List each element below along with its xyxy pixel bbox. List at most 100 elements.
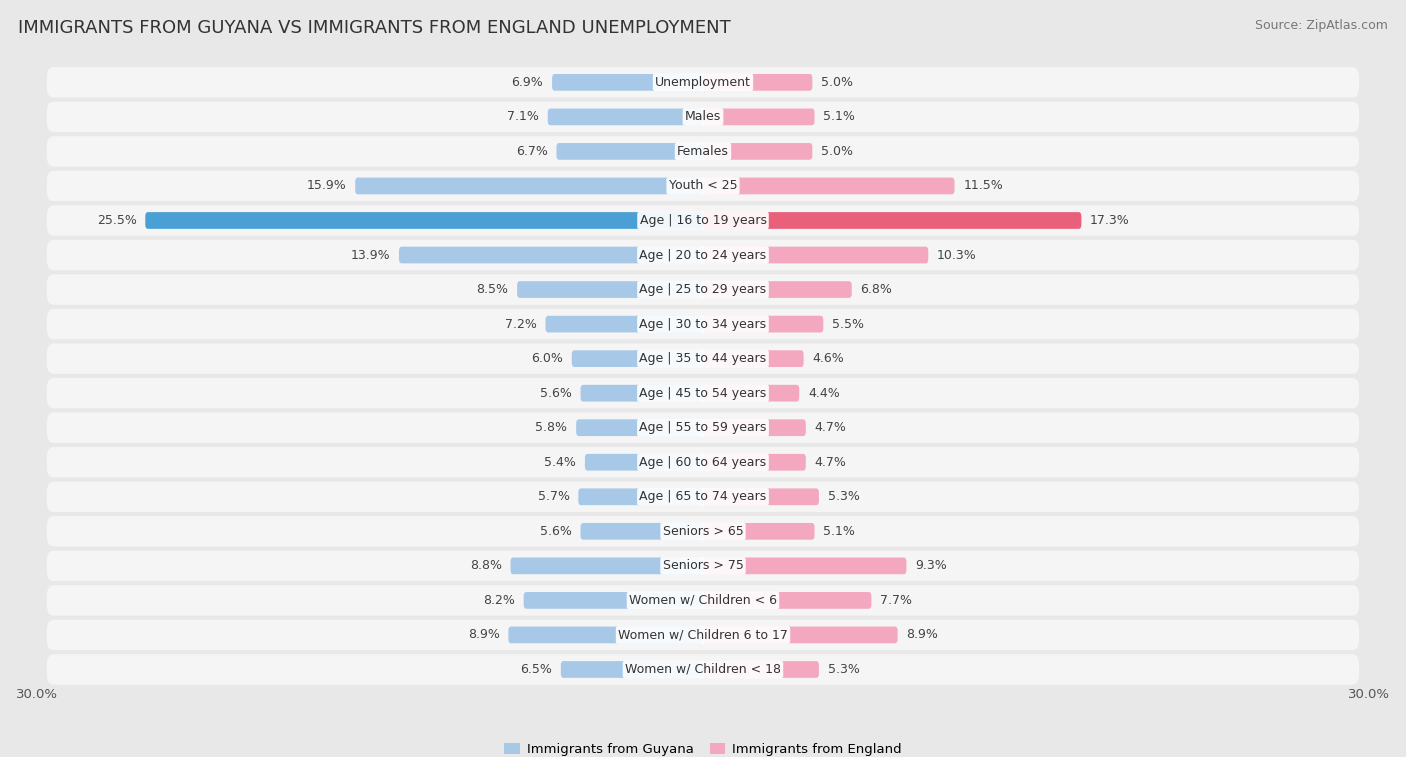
Text: Women w/ Children 6 to 17: Women w/ Children 6 to 17 <box>619 628 787 641</box>
FancyBboxPatch shape <box>703 74 813 91</box>
FancyBboxPatch shape <box>703 178 955 195</box>
FancyBboxPatch shape <box>46 205 1360 235</box>
Text: 5.7%: 5.7% <box>537 491 569 503</box>
Text: 5.8%: 5.8% <box>536 421 568 435</box>
Text: Women w/ Children < 6: Women w/ Children < 6 <box>628 594 778 607</box>
FancyBboxPatch shape <box>46 67 1360 98</box>
FancyBboxPatch shape <box>703 385 799 401</box>
FancyBboxPatch shape <box>561 661 703 678</box>
FancyBboxPatch shape <box>703 488 818 505</box>
FancyBboxPatch shape <box>703 247 928 263</box>
Text: Age | 16 to 19 years: Age | 16 to 19 years <box>640 214 766 227</box>
Text: 6.8%: 6.8% <box>860 283 893 296</box>
FancyBboxPatch shape <box>145 212 703 229</box>
Text: Males: Males <box>685 111 721 123</box>
Legend: Immigrants from Guyana, Immigrants from England: Immigrants from Guyana, Immigrants from … <box>499 737 907 757</box>
Text: 4.4%: 4.4% <box>808 387 839 400</box>
Text: 5.4%: 5.4% <box>544 456 576 469</box>
FancyBboxPatch shape <box>46 309 1360 339</box>
FancyBboxPatch shape <box>356 178 703 195</box>
Text: IMMIGRANTS FROM GUYANA VS IMMIGRANTS FROM ENGLAND UNEMPLOYMENT: IMMIGRANTS FROM GUYANA VS IMMIGRANTS FRO… <box>18 19 731 37</box>
Text: Seniors > 75: Seniors > 75 <box>662 559 744 572</box>
FancyBboxPatch shape <box>46 585 1360 615</box>
FancyBboxPatch shape <box>46 101 1360 132</box>
Text: 4.6%: 4.6% <box>813 352 844 365</box>
Text: 13.9%: 13.9% <box>350 248 391 261</box>
Text: 17.3%: 17.3% <box>1090 214 1130 227</box>
FancyBboxPatch shape <box>703 454 806 471</box>
Text: 8.5%: 8.5% <box>477 283 509 296</box>
Text: Women w/ Children < 18: Women w/ Children < 18 <box>626 663 780 676</box>
Text: 5.0%: 5.0% <box>821 76 853 89</box>
FancyBboxPatch shape <box>546 316 703 332</box>
FancyBboxPatch shape <box>703 281 852 298</box>
Text: Age | 65 to 74 years: Age | 65 to 74 years <box>640 491 766 503</box>
Text: 5.3%: 5.3% <box>828 491 859 503</box>
Text: 4.7%: 4.7% <box>814 421 846 435</box>
Text: 8.8%: 8.8% <box>470 559 502 572</box>
Text: Seniors > 65: Seniors > 65 <box>662 525 744 537</box>
Text: Females: Females <box>678 145 728 158</box>
Text: 5.1%: 5.1% <box>824 525 855 537</box>
Text: 5.0%: 5.0% <box>821 145 853 158</box>
FancyBboxPatch shape <box>557 143 703 160</box>
FancyBboxPatch shape <box>703 350 804 367</box>
FancyBboxPatch shape <box>46 171 1360 201</box>
FancyBboxPatch shape <box>46 516 1360 547</box>
Text: 5.5%: 5.5% <box>832 318 865 331</box>
Text: 6.5%: 6.5% <box>520 663 553 676</box>
FancyBboxPatch shape <box>46 136 1360 167</box>
FancyBboxPatch shape <box>548 108 703 125</box>
FancyBboxPatch shape <box>578 488 703 505</box>
Text: 6.0%: 6.0% <box>531 352 562 365</box>
Text: 6.7%: 6.7% <box>516 145 548 158</box>
Text: Youth < 25: Youth < 25 <box>669 179 737 192</box>
FancyBboxPatch shape <box>703 316 824 332</box>
Text: 6.9%: 6.9% <box>512 76 543 89</box>
Text: 11.5%: 11.5% <box>963 179 1002 192</box>
Text: 9.3%: 9.3% <box>915 559 946 572</box>
Text: Age | 45 to 54 years: Age | 45 to 54 years <box>640 387 766 400</box>
FancyBboxPatch shape <box>553 74 703 91</box>
Text: 8.2%: 8.2% <box>484 594 515 607</box>
FancyBboxPatch shape <box>46 240 1360 270</box>
FancyBboxPatch shape <box>572 350 703 367</box>
FancyBboxPatch shape <box>510 557 703 575</box>
Text: 8.9%: 8.9% <box>468 628 499 641</box>
FancyBboxPatch shape <box>523 592 703 609</box>
FancyBboxPatch shape <box>46 447 1360 478</box>
FancyBboxPatch shape <box>581 385 703 401</box>
Text: Age | 30 to 34 years: Age | 30 to 34 years <box>640 318 766 331</box>
Text: 5.1%: 5.1% <box>824 111 855 123</box>
Text: 15.9%: 15.9% <box>307 179 346 192</box>
FancyBboxPatch shape <box>703 108 814 125</box>
FancyBboxPatch shape <box>46 274 1360 305</box>
FancyBboxPatch shape <box>703 523 814 540</box>
Text: 30.0%: 30.0% <box>1348 688 1389 701</box>
FancyBboxPatch shape <box>46 550 1360 581</box>
Text: 25.5%: 25.5% <box>97 214 136 227</box>
Text: Age | 35 to 44 years: Age | 35 to 44 years <box>640 352 766 365</box>
FancyBboxPatch shape <box>46 344 1360 374</box>
FancyBboxPatch shape <box>46 413 1360 443</box>
Text: Age | 20 to 24 years: Age | 20 to 24 years <box>640 248 766 261</box>
FancyBboxPatch shape <box>46 481 1360 512</box>
Text: 7.2%: 7.2% <box>505 318 537 331</box>
Text: Age | 55 to 59 years: Age | 55 to 59 years <box>640 421 766 435</box>
Text: Age | 25 to 29 years: Age | 25 to 29 years <box>640 283 766 296</box>
FancyBboxPatch shape <box>703 592 872 609</box>
FancyBboxPatch shape <box>399 247 703 263</box>
Text: 5.6%: 5.6% <box>540 525 572 537</box>
FancyBboxPatch shape <box>585 454 703 471</box>
FancyBboxPatch shape <box>703 212 1081 229</box>
FancyBboxPatch shape <box>517 281 703 298</box>
Text: 30.0%: 30.0% <box>17 688 58 701</box>
Text: Age | 60 to 64 years: Age | 60 to 64 years <box>640 456 766 469</box>
FancyBboxPatch shape <box>509 627 703 643</box>
Text: Unemployment: Unemployment <box>655 76 751 89</box>
Text: 8.9%: 8.9% <box>907 628 938 641</box>
Text: 7.1%: 7.1% <box>508 111 538 123</box>
Text: 4.7%: 4.7% <box>814 456 846 469</box>
FancyBboxPatch shape <box>576 419 703 436</box>
FancyBboxPatch shape <box>703 143 813 160</box>
